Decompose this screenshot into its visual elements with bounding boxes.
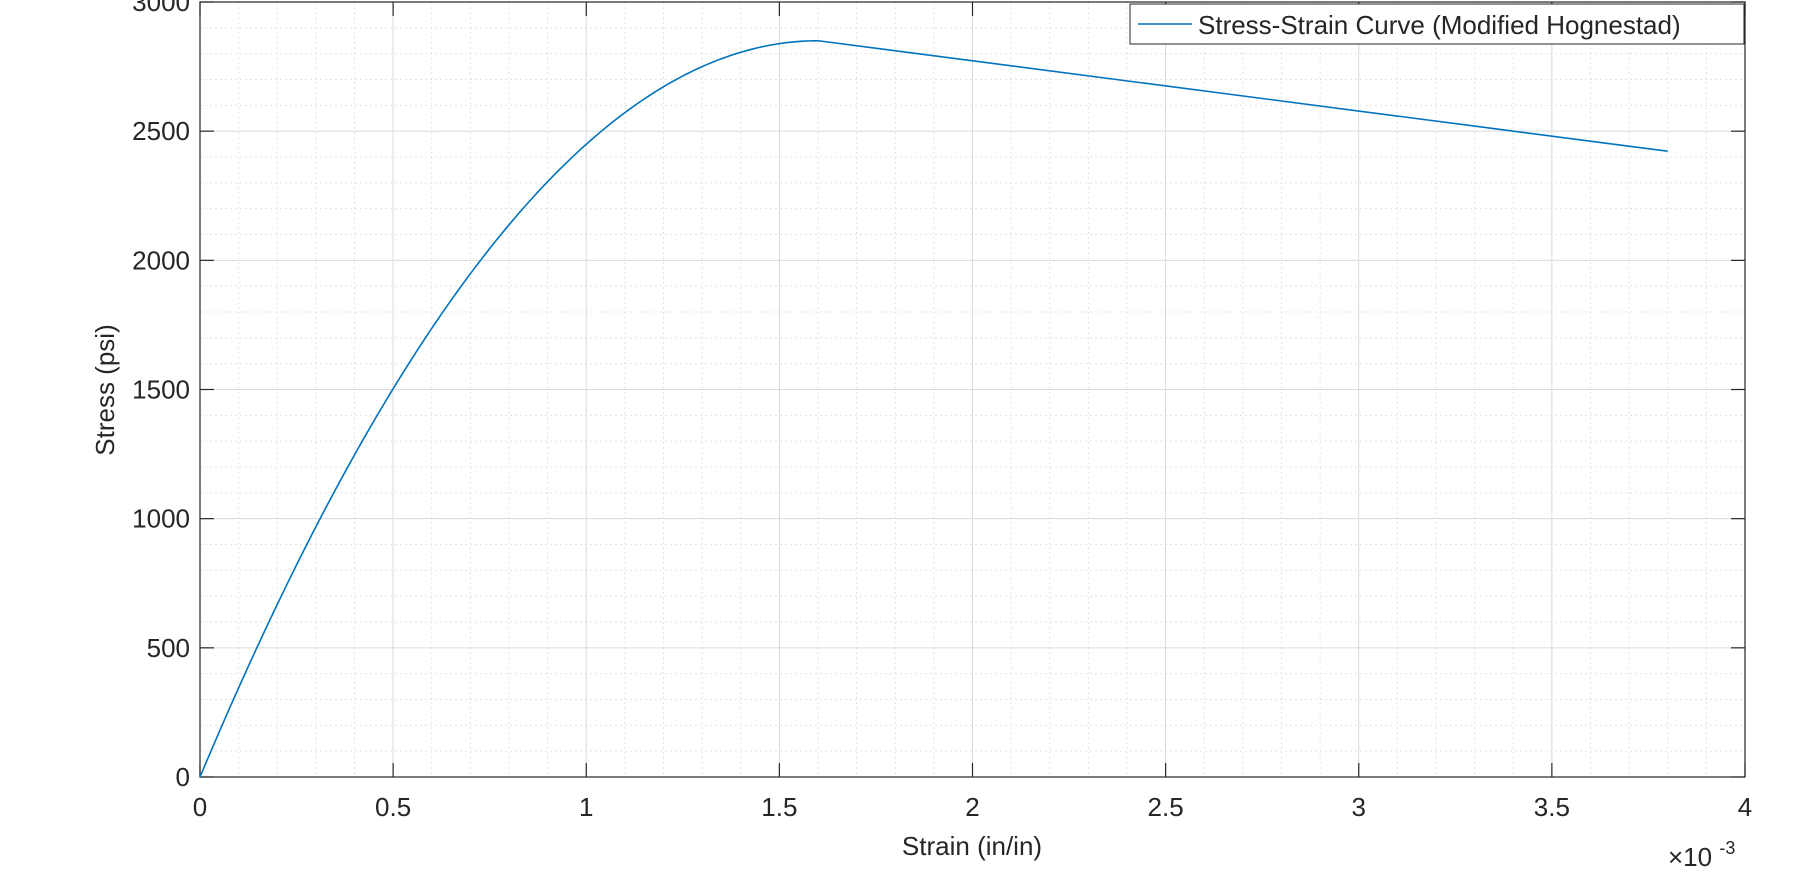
x-tick-label: 1 (579, 792, 593, 822)
x-tick-label: 1.5 (761, 792, 797, 822)
legend: Stress-Strain Curve (Modified Hognestad) (1129, 3, 1745, 45)
x-tick-label: 2 (965, 792, 979, 822)
x-tick-label: 3 (1352, 792, 1366, 822)
legend-box (1129, 3, 1745, 45)
y-tick-label: 3000 (132, 0, 190, 17)
x-axis-multiplier: ×10 -3 (1668, 838, 1735, 872)
y-axis-tick-labels: 0 500 1000 1500 2000 2500 3000 (132, 0, 190, 792)
series-line-0 (199, 39, 1668, 778)
x-axis-tick-labels: 0 0.5 1 1.5 2 2.5 3 3.5 4 (193, 792, 1752, 822)
x-tick-label: 2.5 (1148, 792, 1184, 822)
x-tick-label: 0.5 (375, 792, 411, 822)
y-tick-label: 1000 (132, 504, 190, 534)
y-tick-label: 1500 (132, 375, 190, 405)
y-axis-label: Stress (psi) (90, 324, 120, 455)
legend-entry-label: Stress-Strain Curve (Modified Hognestad) (1198, 10, 1681, 40)
x-axis-multiplier-base: ×10 (1668, 842, 1712, 872)
x-tick-label: 0 (193, 792, 207, 822)
x-tick-label: 3.5 (1534, 792, 1570, 822)
y-tick-label: 2000 (132, 245, 190, 275)
x-axis-label: Strain (in/in) (902, 831, 1042, 861)
x-axis-multiplier-exponent: -3 (1719, 838, 1735, 858)
series-layer (199, 39, 1668, 778)
x-tick-label: 4 (1738, 792, 1752, 822)
y-tick-label: 0 (176, 762, 190, 792)
y-tick-label: 500 (147, 633, 190, 663)
y-tick-label: 2500 (132, 116, 190, 146)
